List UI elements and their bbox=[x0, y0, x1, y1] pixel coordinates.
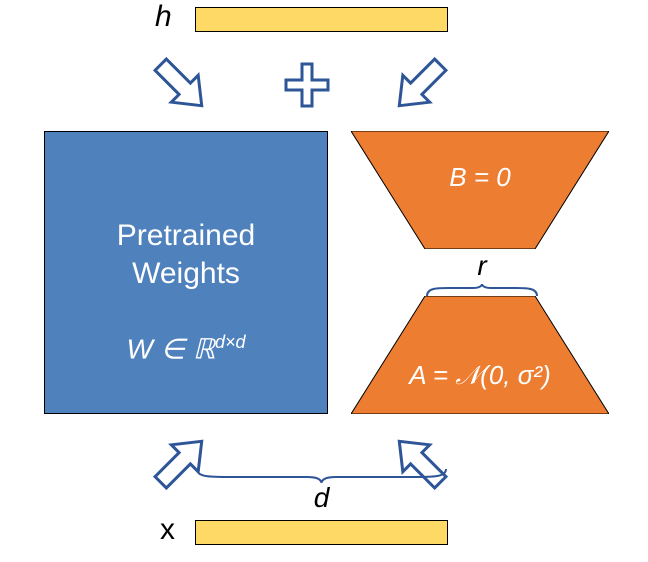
pretrained-weights-block: Pretrained Weights W ∈ ℝd×d bbox=[44, 131, 328, 414]
x-bar bbox=[195, 520, 448, 545]
h-label: h bbox=[155, 0, 172, 34]
lora-diagram: h Pretrained Weights W ∈ ℝd×d B = 0 r bbox=[0, 0, 648, 562]
arrow-top-right bbox=[378, 42, 463, 127]
h-bar bbox=[195, 7, 448, 32]
plus-icon bbox=[284, 62, 330, 108]
x-label: x bbox=[160, 513, 175, 547]
b-equals-zero: B = 0 bbox=[351, 162, 609, 193]
matrix-a-trapezoid bbox=[351, 296, 609, 414]
d-brace bbox=[195, 467, 448, 483]
d-label: d bbox=[195, 482, 448, 514]
arrow-top-left bbox=[138, 42, 223, 127]
pretrained-title: Pretrained Weights bbox=[117, 180, 255, 293]
a-equals-normal: A = 𝒩(0, σ²) bbox=[351, 360, 609, 392]
pretrained-math: W ∈ ℝd×d bbox=[126, 332, 245, 365]
r-label: r bbox=[427, 250, 537, 282]
